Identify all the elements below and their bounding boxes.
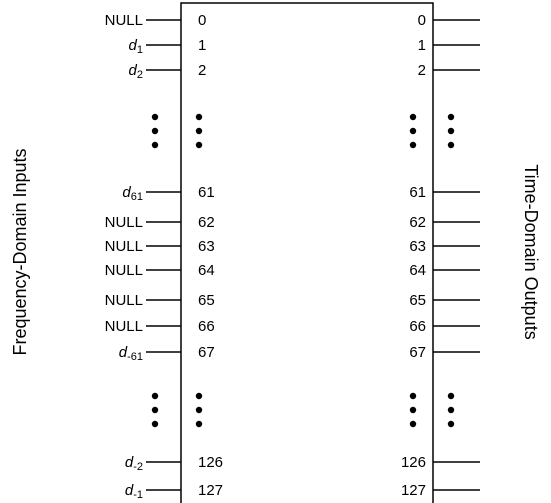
input-index: 64 [198, 262, 215, 279]
input-label: d2 [129, 62, 143, 81]
output-index: 0 [418, 12, 426, 29]
input-index: 127 [198, 482, 223, 499]
input-label: NULL [105, 238, 143, 255]
output-index: 1 [418, 37, 426, 54]
input-index: 0 [198, 12, 206, 29]
input-index: 2 [198, 62, 206, 79]
output-index: 63 [409, 238, 426, 255]
ellipsis-dots [447, 113, 455, 149]
ifft-block [180, 2, 434, 503]
input-index: 63 [198, 238, 215, 255]
output-index: 66 [409, 318, 426, 335]
input-index: 1 [198, 37, 206, 54]
input-index: 65 [198, 292, 215, 309]
input-label: NULL [105, 12, 143, 29]
input-index: 126 [198, 454, 223, 471]
input-index: 66 [198, 318, 215, 335]
ellipsis-dots [409, 113, 417, 149]
input-label: NULL [105, 292, 143, 309]
input-label: NULL [105, 262, 143, 279]
ellipsis-dots [409, 392, 417, 428]
output-index: 67 [409, 344, 426, 361]
output-index: 2 [418, 62, 426, 79]
input-index: 67 [198, 344, 215, 361]
output-index: 62 [409, 214, 426, 231]
input-label: d61 [122, 184, 143, 203]
output-index: 126 [401, 454, 426, 471]
input-label: d-2 [125, 454, 143, 473]
output-index: 65 [409, 292, 426, 309]
ellipsis-dots [195, 113, 203, 149]
ellipsis-dots [195, 392, 203, 428]
input-label: NULL [105, 318, 143, 335]
input-index: 61 [198, 184, 215, 201]
input-label: d-1 [125, 482, 143, 501]
frequency-domain-inputs-label: Frequency-Domain Inputs [10, 148, 30, 355]
input-label: d-61 [119, 344, 143, 363]
output-index: 61 [409, 184, 426, 201]
input-label: NULL [105, 214, 143, 231]
input-index: 62 [198, 214, 215, 231]
ellipsis-dots [151, 392, 159, 428]
ellipsis-dots [151, 113, 159, 149]
time-domain-outputs-label: Time-Domain Outputs [521, 164, 541, 339]
port-rows: NULL 0 0 d1 1 1 d2 2 2 d61 61 61 NULL 62 62 NULL 63 63 NUL… [105, 12, 480, 501]
output-index: 127 [401, 482, 426, 499]
output-index: 64 [409, 262, 426, 279]
input-label: d1 [129, 37, 143, 56]
ellipsis-dots [447, 392, 455, 428]
